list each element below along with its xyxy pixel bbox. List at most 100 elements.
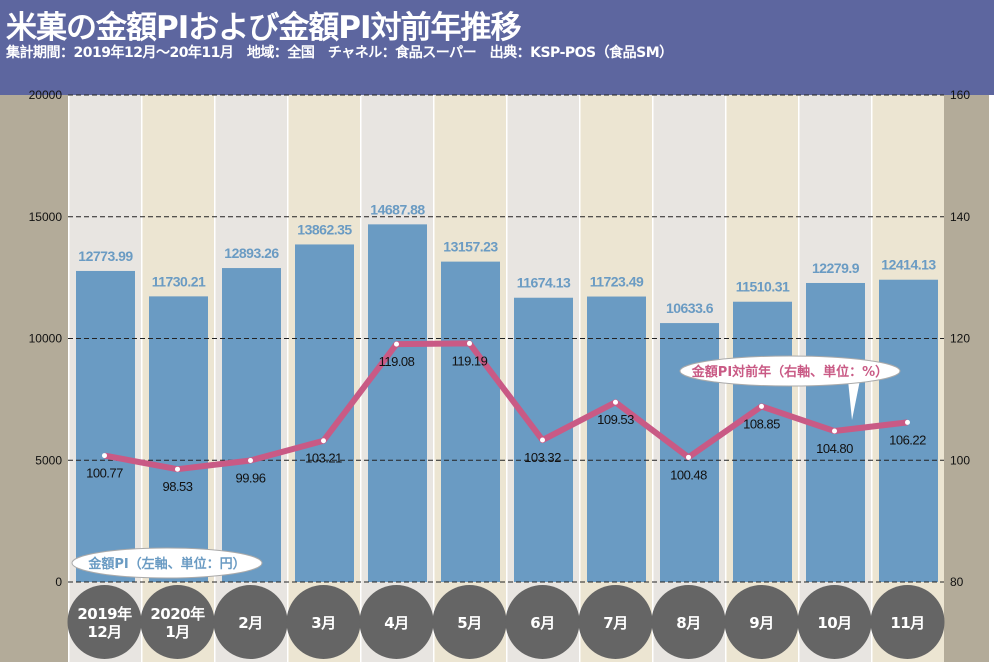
line-label: 106.22 [889, 432, 926, 447]
left-axis-tick-label: 15000 [29, 210, 63, 224]
category-circle [724, 585, 799, 659]
bar-label: 13862.35 [297, 221, 352, 237]
category-label: 7月 [603, 614, 627, 632]
line-legend-pointer [848, 380, 860, 420]
category-label: 4月 [384, 614, 408, 632]
line-point [321, 438, 326, 444]
bar-label: 11674.13 [517, 275, 571, 291]
line-point [467, 340, 472, 346]
right-axis-band [944, 95, 989, 662]
column-separator [141, 95, 143, 662]
bar-label: 12773.99 [78, 248, 133, 264]
line-label: 119.08 [379, 354, 415, 369]
left-axis-tick-label: 5000 [35, 453, 62, 467]
column-separator [652, 95, 654, 662]
column-separator [579, 95, 581, 662]
bar [222, 268, 281, 582]
category-circle [797, 585, 872, 659]
line-label: 108.85 [743, 416, 780, 431]
line-legend-bubble [679, 355, 901, 387]
line-label: 99.96 [235, 470, 265, 485]
category-circle [505, 585, 580, 659]
line-label: 109.53 [597, 412, 634, 427]
chart-subtitle: 集計期間：2019年12月～20年11月 地域：全国 チャネル：食品スーパー 出… [6, 45, 673, 61]
column-separator [506, 95, 508, 662]
column-separator [287, 95, 289, 662]
bar [733, 301, 792, 582]
category-label: 12月 [87, 623, 121, 641]
category-label: 2020年 [150, 605, 205, 623]
right-axis-tick-label: 160 [950, 88, 970, 102]
category-label: 6月 [530, 614, 554, 632]
line-point [759, 403, 764, 409]
category-label: 3月 [311, 614, 335, 632]
line-point [394, 341, 399, 347]
column-separator [68, 95, 70, 662]
line-point [175, 466, 180, 472]
category-circle [651, 585, 726, 659]
category-label: 10月 [817, 614, 851, 632]
category-circle [67, 585, 142, 659]
line-label: 103.21 [305, 451, 342, 466]
category-circle [213, 585, 288, 659]
left-axis-tick-label: 0 [55, 575, 62, 589]
chart-title: 米菓の金額PIおよび金額PI対前年推移 [6, 10, 522, 46]
column-separator [433, 95, 435, 662]
category-circle [432, 585, 507, 659]
bar-label: 12279.9 [812, 260, 860, 276]
bar-label: 10633.6 [666, 300, 714, 316]
column-separator [360, 95, 362, 662]
category-label: 2月 [238, 614, 262, 632]
bar-label: 14687.88 [370, 201, 425, 217]
line-series [103, 340, 908, 473]
category-circle [578, 585, 653, 659]
line-label: 98.53 [162, 479, 192, 494]
right-axis-tick-label: 80 [950, 575, 964, 589]
line-point [686, 454, 691, 460]
left-axis-tick-label: 20000 [29, 88, 63, 102]
line-point [905, 419, 910, 425]
line-point [832, 428, 837, 434]
category-label: 5月 [457, 614, 481, 632]
line-point [102, 453, 107, 459]
category-circle [359, 585, 434, 659]
line-legend-label: 金額PI対前年（右軸、単位：%） [691, 364, 888, 380]
line-point [540, 437, 545, 443]
category-label: 11月 [890, 614, 924, 632]
bar-label: 11510.31 [736, 279, 790, 295]
bar-legend-bubble [71, 547, 263, 579]
bar [441, 261, 500, 582]
right-axis-tick-label: 120 [950, 332, 970, 346]
line-label: 119.19 [452, 353, 488, 368]
category-label: 9月 [749, 614, 773, 632]
bar [879, 279, 938, 582]
line-label: 100.77 [86, 466, 123, 481]
category-label: 1月 [165, 623, 189, 641]
column-separator [214, 95, 216, 662]
line-point [613, 399, 618, 405]
category-circle [870, 585, 945, 659]
line-label: 100.48 [670, 467, 707, 482]
bar-label: 12414.13 [881, 257, 936, 273]
bar [587, 296, 646, 582]
line-label: 104.80 [816, 441, 853, 456]
category-circle [286, 585, 361, 659]
bar-label: 12893.26 [224, 245, 279, 261]
bar-legend-label: 金額PI（左軸、単位：円） [87, 556, 245, 572]
left-axis-band [0, 95, 68, 662]
left-axis-tick-label: 10000 [29, 332, 63, 346]
header-banner: 米菓の金額PIおよび金額PI対前年推移 集計期間：2019年12月～20年11月… [0, 0, 994, 95]
category-circle [140, 585, 215, 659]
bar-label: 11730.21 [152, 273, 206, 289]
bar [149, 296, 208, 582]
bar [368, 224, 427, 582]
right-axis-tick-label: 140 [950, 210, 970, 224]
bar-label: 11723.49 [590, 274, 644, 290]
line-label: 103.32 [524, 450, 561, 465]
line-point [248, 457, 253, 463]
bar-label: 13157.23 [443, 239, 498, 255]
bar [76, 270, 135, 582]
right-axis-tick-label: 100 [950, 453, 970, 467]
